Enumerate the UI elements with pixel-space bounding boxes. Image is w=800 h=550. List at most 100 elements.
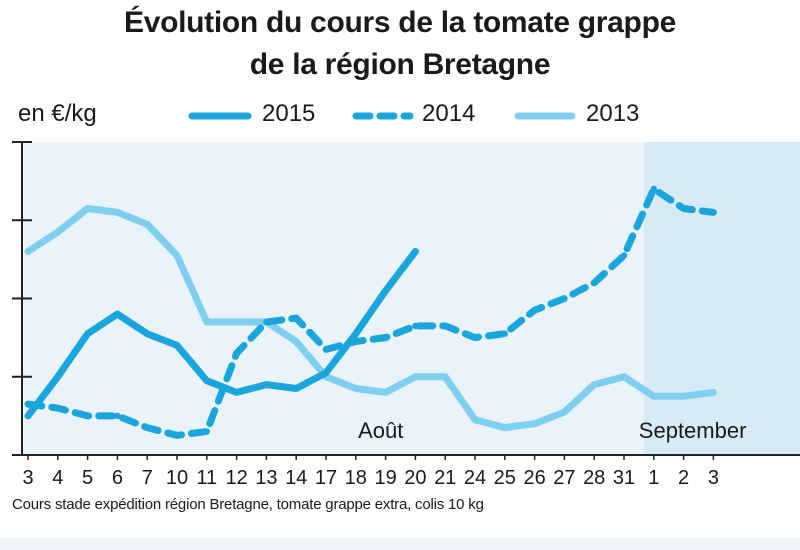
- data-point-2013: [144, 220, 151, 228]
- x-tick-label: 18: [345, 467, 367, 489]
- data-point-2015: [24, 412, 32, 420]
- legend-label-2013: 2013: [586, 100, 640, 127]
- x-tick-label: 10: [166, 467, 188, 489]
- data-point-2014: [54, 404, 61, 412]
- data-point-2013: [620, 373, 628, 380]
- data-point-2014: [650, 185, 657, 193]
- data-point-2013: [442, 373, 449, 380]
- data-point-2014: [620, 252, 628, 259]
- data-point-2013: [233, 318, 240, 326]
- x-tick-labels: 3 4 5 6 7 10 11 12 13 14 17 18 19 20 21 24 25 26 27 28 31 1 2 3: [22, 467, 719, 489]
- month-labels: Août September: [358, 418, 746, 443]
- x-tick-label: 28: [583, 467, 605, 489]
- x-tick-label: 25: [494, 467, 516, 489]
- x-tick-label: 27: [553, 467, 575, 489]
- x-tick-label: 24: [464, 467, 486, 489]
- data-point-2015: [352, 330, 359, 337]
- data-point-2013: [680, 393, 687, 400]
- series-layer: [24, 185, 717, 439]
- x-tick-label: 14: [285, 467, 307, 489]
- chart-title-line-1: Évolution du cours de la tomate grappe: [123, 6, 676, 39]
- data-point-2013: [471, 416, 479, 423]
- x-tick-label: 19: [374, 467, 396, 489]
- data-point-2013: [561, 408, 568, 416]
- data-point-2014: [412, 322, 419, 330]
- data-point-2014: [680, 205, 687, 212]
- data-point-2014: [203, 428, 210, 435]
- data-point-2015: [322, 369, 330, 377]
- x-tick-label: 3: [22, 467, 33, 489]
- data-point-2015: [114, 310, 121, 318]
- data-point-2013: [382, 389, 389, 396]
- data-point-2014: [442, 322, 449, 330]
- x-tick-label: 1: [648, 467, 659, 489]
- x-tick-label: 21: [434, 467, 456, 489]
- data-point-2014: [293, 314, 300, 322]
- data-point-2014: [501, 330, 508, 337]
- x-tick-label: 12: [225, 467, 247, 489]
- legend-label-2015: 2015: [262, 100, 316, 127]
- data-point-2014: [710, 209, 717, 216]
- data-point-2015: [84, 330, 91, 337]
- data-point-2014: [322, 346, 330, 353]
- data-point-2013: [173, 252, 181, 259]
- data-point-2014: [84, 412, 91, 420]
- month-label-september: September: [639, 418, 747, 443]
- data-point-2013: [591, 381, 598, 388]
- data-point-2013: [352, 385, 359, 392]
- data-point-2014: [233, 350, 240, 357]
- x-tick-label: 4: [52, 467, 63, 489]
- x-tick-label: 26: [523, 467, 545, 489]
- data-point-2013: [54, 228, 61, 236]
- x-tick-label: 3: [708, 467, 719, 489]
- data-point-2014: [382, 334, 389, 341]
- data-point-2015: [54, 373, 61, 380]
- data-point-2014: [144, 424, 151, 431]
- data-point-2014: [561, 295, 568, 302]
- x-tick-label: 17: [315, 467, 337, 489]
- data-point-2014: [591, 279, 598, 287]
- data-point-2013: [412, 373, 419, 380]
- data-point-2015: [173, 342, 181, 349]
- series-line-2015: [24, 248, 419, 420]
- shaded-september-zone: [643, 142, 800, 455]
- data-point-2013: [114, 209, 121, 216]
- x-tick-label: 31: [613, 467, 635, 489]
- x-tick-label: 11: [196, 467, 217, 489]
- y-axis-unit-label: en €/kg: [18, 100, 97, 127]
- series-line-2013: [24, 205, 717, 432]
- data-point-2013: [203, 318, 210, 326]
- x-tick-label: 20: [404, 467, 426, 489]
- data-point-2015: [144, 330, 151, 337]
- data-point-2015: [382, 287, 389, 294]
- data-point-2015: [263, 381, 270, 388]
- data-point-2013: [531, 420, 538, 427]
- data-point-2014: [114, 412, 121, 420]
- data-point-2013: [501, 424, 508, 431]
- data-point-2015: [293, 385, 300, 392]
- data-point-2013: [650, 393, 657, 400]
- x-tick-label: 6: [112, 467, 123, 489]
- data-point-2014: [24, 400, 32, 408]
- month-label-août: Août: [358, 418, 403, 443]
- data-point-2014: [471, 334, 479, 341]
- data-point-2015: [203, 377, 210, 384]
- data-point-2013: [84, 205, 91, 212]
- series-line-2014: [24, 185, 717, 439]
- x-tick-label: 5: [82, 467, 93, 489]
- data-point-2014: [531, 307, 538, 314]
- data-point-2013: [710, 389, 717, 396]
- data-point-2015: [233, 389, 240, 396]
- x-tick-label: 2: [678, 467, 689, 489]
- data-point-2014: [263, 318, 270, 326]
- bottom-band: [0, 538, 800, 550]
- x-tick-label: 7: [142, 467, 153, 489]
- x-tick-label: 13: [255, 467, 277, 489]
- data-point-2015: [412, 248, 419, 255]
- data-point-2013: [293, 338, 300, 345]
- axes: [12, 141, 800, 460]
- plot-background: [22, 142, 800, 455]
- legend-label-2014: 2014: [422, 100, 476, 127]
- data-point-2013: [24, 248, 32, 255]
